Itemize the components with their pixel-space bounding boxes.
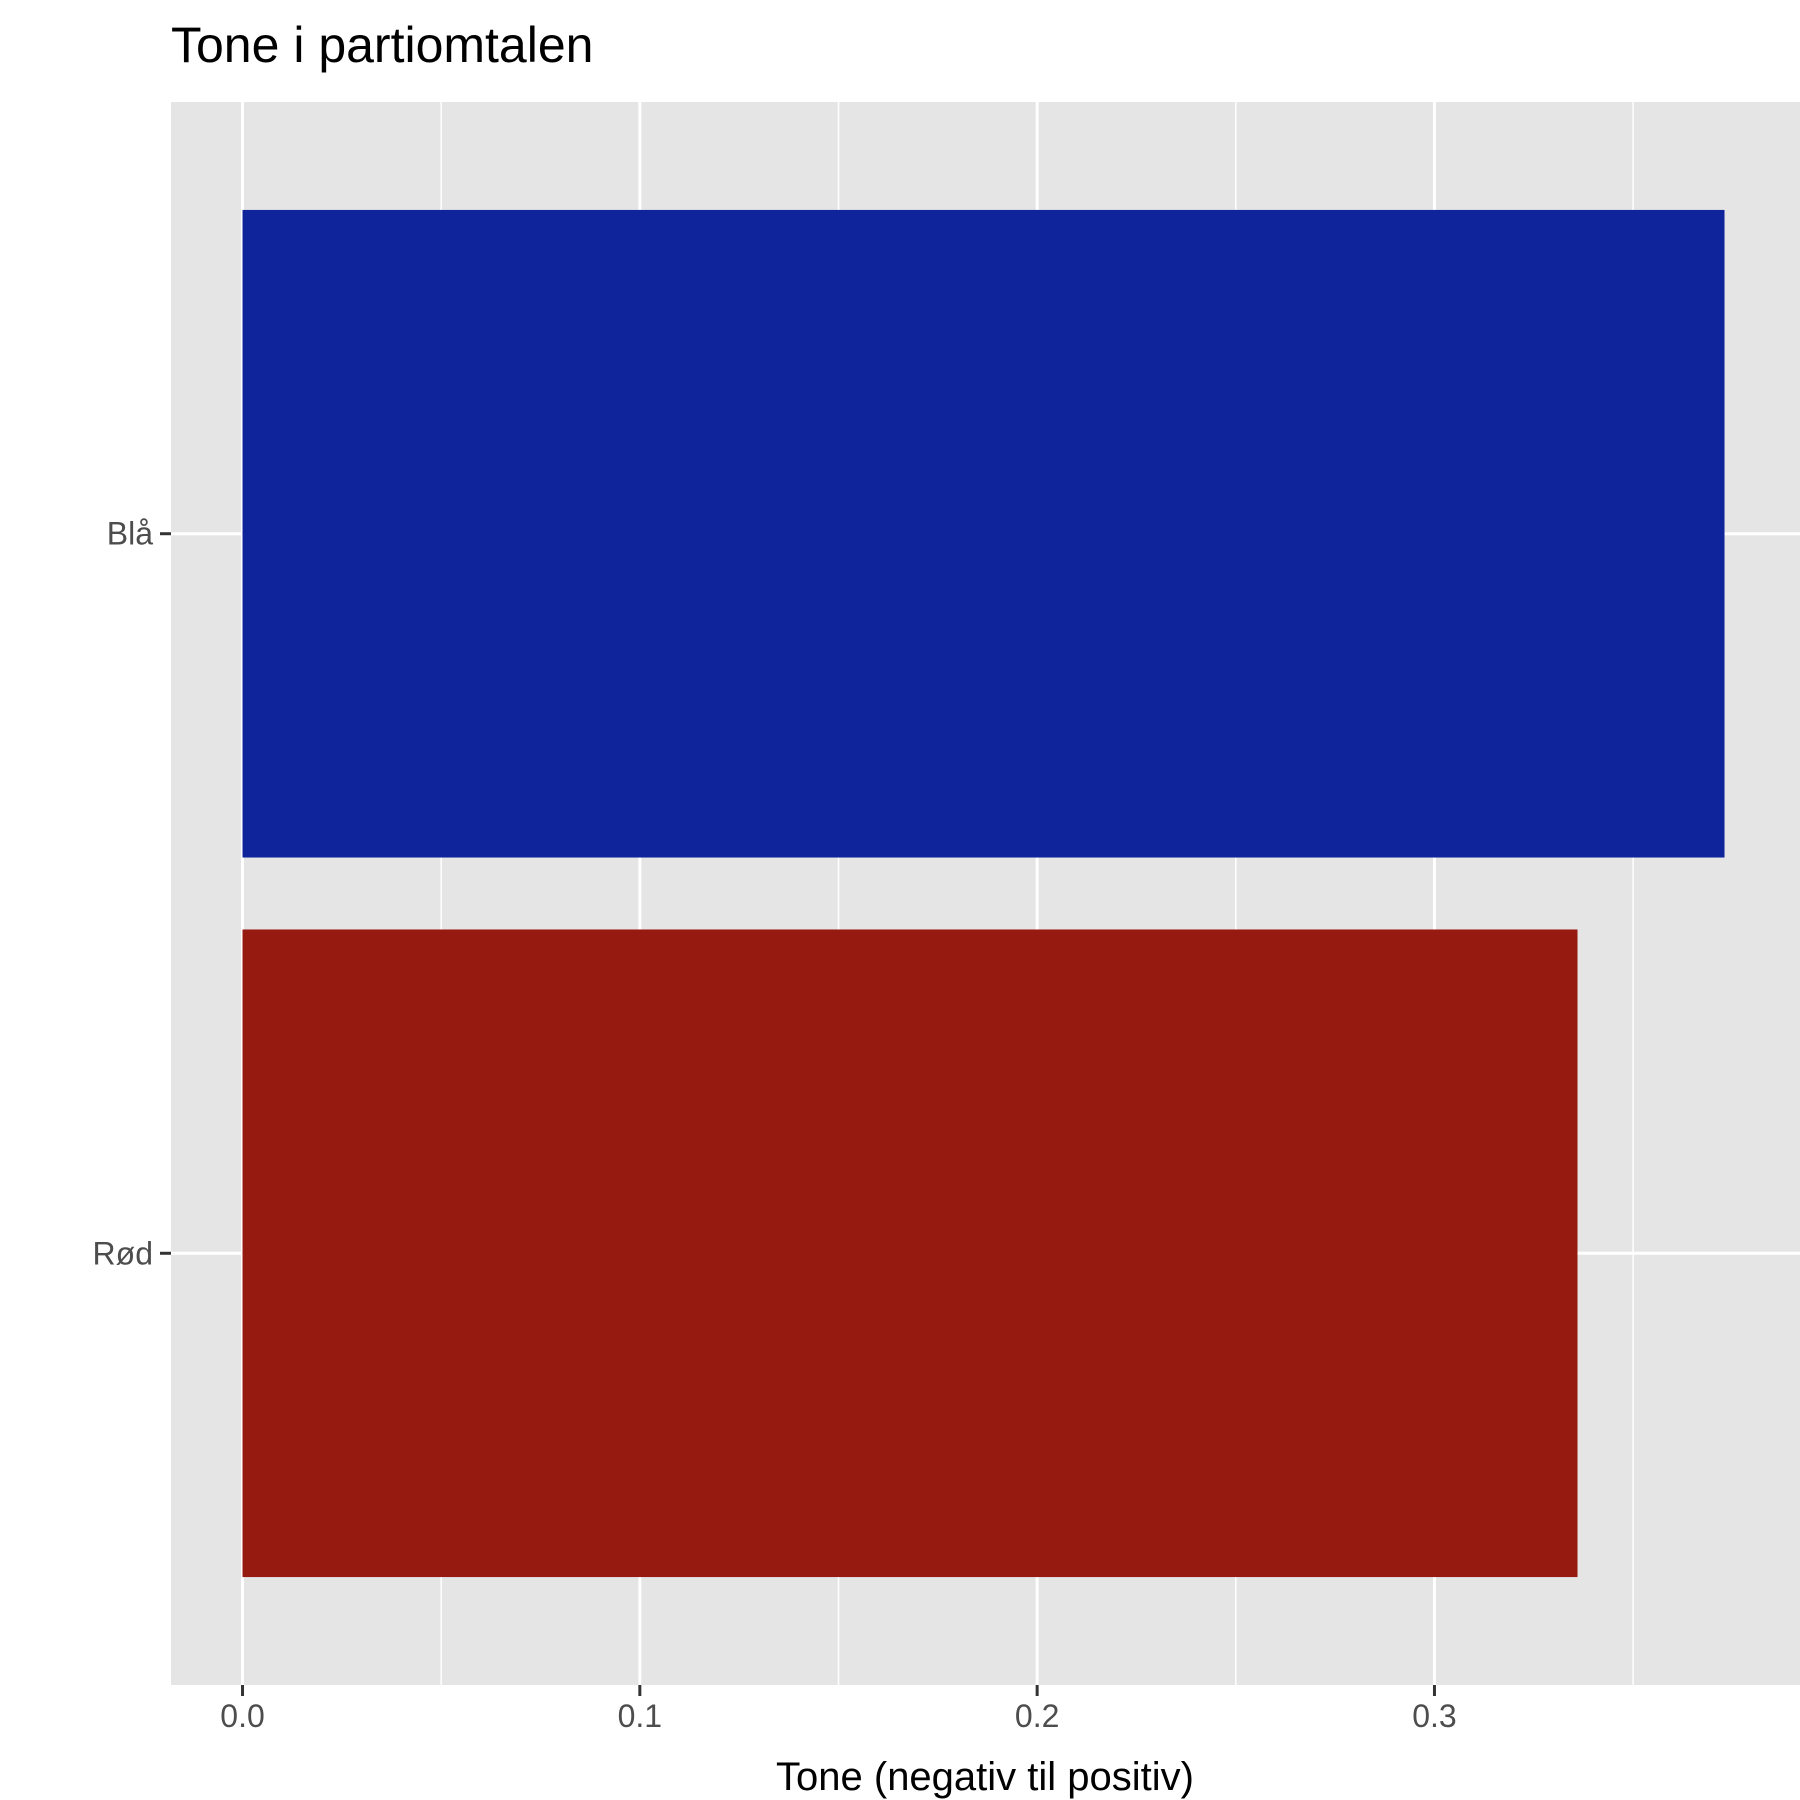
bar-2 (242, 929, 1578, 1578)
x-axis-title: Tone (negativ til positiv) (776, 1755, 1194, 1799)
y-tick-label: Blå (107, 516, 153, 552)
x-axis: 0.0 0.1 0.2 0.3 (220, 1685, 1457, 1734)
bar-1 (242, 209, 1725, 858)
x-tick-label: 0.0 (220, 1698, 264, 1734)
bars (242, 209, 1725, 1578)
chart-title: Tone i partiomtalen (171, 17, 593, 73)
x-tick-label: 0.1 (618, 1698, 662, 1734)
x-tick-label: 0.2 (1015, 1698, 1059, 1734)
y-axis: Blå Rød (93, 516, 171, 1271)
y-tick-label: Rød (93, 1235, 153, 1271)
x-tick-label: 0.3 (1412, 1698, 1456, 1734)
